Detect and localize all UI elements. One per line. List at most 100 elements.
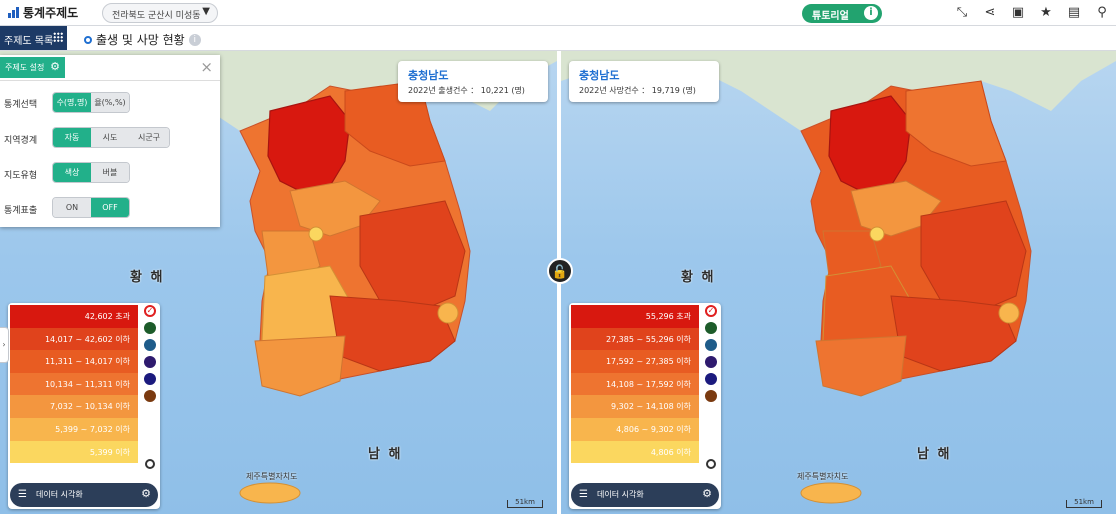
- region-stat: 2022년 출생건수 ： 10,221 (명): [408, 86, 525, 95]
- app-title: 통계주제도: [23, 6, 79, 20]
- settings-title: 주제도 설정: [5, 63, 45, 72]
- caret-down-icon: ▼: [202, 6, 210, 17]
- legend-bin[interactable]: 42,602 초과: [10, 305, 138, 328]
- color-swatch[interactable]: [705, 390, 717, 402]
- app-logo[interactable]: 통계주제도: [8, 4, 78, 21]
- legend-bin[interactable]: 11,311 ~ 14,017 이하: [10, 350, 138, 373]
- grid-icon: [53, 32, 63, 42]
- gear-icon: ⚙: [50, 60, 60, 73]
- map-scale: 51km: [1066, 499, 1102, 508]
- color-swatches: ✓: [705, 305, 717, 407]
- close-icon[interactable]: ×: [200, 58, 213, 76]
- region-stat: 2022년 사망건수 ： 19,719 (명): [579, 86, 696, 95]
- row-label-boundary: 지역경계: [4, 136, 38, 146]
- image-icon[interactable]: ▣: [1011, 5, 1025, 20]
- data-visualization-button[interactable]: ☰ 데이터 시각화 ⚙: [10, 483, 158, 507]
- settings-title-button[interactable]: 주제도 설정 ⚙: [0, 57, 65, 78]
- right-map[interactable]: 황 해 남 해 제주특별자치도 51km 충청남도 2022년 사망건수 ： 1…: [561, 51, 1116, 514]
- legend-bin[interactable]: 17,592 ~ 27,385 이하: [571, 350, 699, 373]
- jeju-label: 제주특별자치도: [797, 472, 849, 481]
- map-scale: 51km: [507, 499, 543, 508]
- option-count[interactable]: 수(명,명): [53, 93, 91, 112]
- ring-icon: [84, 35, 92, 44]
- sea-label-west: 황 해: [130, 270, 165, 285]
- option-sido[interactable]: 시도: [91, 128, 129, 147]
- color-swatch[interactable]: [705, 356, 717, 368]
- settings-panel: 주제도 설정 ⚙ × 통계선택 수(명,명) 율(%,%) 지역경계 자동 시도…: [0, 55, 220, 227]
- pin-plus-icon[interactable]: ⚲: [1097, 5, 1107, 20]
- viz-label: 데이터 시각화: [597, 490, 644, 499]
- korea-choropleth-left: [0, 51, 557, 504]
- sub-bar: 주제도 목록 출생 및 사망 현황 i: [0, 26, 1116, 51]
- star-icon[interactable]: ★: [1040, 5, 1052, 20]
- check-icon[interactable]: ✓: [144, 305, 156, 317]
- option-sigungu[interactable]: 시군구: [129, 128, 169, 147]
- legend-bin[interactable]: 27,385 ~ 55,296 이하: [571, 327, 699, 351]
- left-map[interactable]: 황 해 남 해 제주특별자치도 51km 충청남도 2022년 출생건수 ： 1…: [0, 51, 557, 514]
- option-off[interactable]: OFF: [91, 198, 129, 217]
- viz-label: 데이터 시각화: [36, 490, 83, 499]
- legend-bins: 55,296 초과 27,385 ~ 55,296 이하 17,592 ~ 27…: [571, 305, 699, 464]
- toc-label: 주제도 목록: [4, 36, 54, 47]
- boundary-toggle: 자동 시도 시군구: [52, 127, 170, 148]
- option-color[interactable]: 색상: [53, 163, 91, 182]
- legend-bin[interactable]: 4,806 ~ 9,302 이하: [571, 417, 699, 441]
- option-on[interactable]: ON: [53, 198, 91, 217]
- check-icon[interactable]: ✓: [705, 305, 717, 317]
- tutorial-button[interactable]: 튜토리얼 i: [802, 4, 882, 23]
- legend-bin[interactable]: 9,302 ~ 14,108 이하: [571, 395, 699, 418]
- region-select-value: 전라북도 군산시 미성동: [112, 11, 201, 21]
- gear-icon[interactable]: ⚙: [141, 487, 151, 500]
- color-swatch[interactable]: [144, 390, 156, 402]
- color-swatch[interactable]: [705, 373, 717, 385]
- color-swatch[interactable]: [705, 322, 717, 334]
- tutorial-label: 튜토리얼: [812, 11, 849, 22]
- row-label-display: 통계표출: [4, 206, 38, 216]
- color-swatch[interactable]: [144, 322, 156, 334]
- no-color-icon[interactable]: [145, 459, 155, 469]
- stat-toggle: 수(명,명) 율(%,%): [52, 92, 130, 113]
- region-name: 충청남도: [579, 69, 620, 82]
- display-toggle: ON OFF: [52, 197, 130, 218]
- list-icon: ☰: [18, 489, 27, 500]
- legend-bin[interactable]: 14,108 ~ 17,592 이하: [571, 372, 699, 396]
- side-panel-toggle[interactable]: ›: [0, 327, 9, 363]
- toc-button[interactable]: 주제도 목록: [0, 26, 67, 50]
- color-swatches: ✓: [144, 305, 156, 407]
- compress-icon[interactable]: ⤡: [956, 5, 968, 20]
- color-swatch[interactable]: [144, 373, 156, 385]
- no-color-icon[interactable]: [706, 459, 716, 469]
- sea-label-west: 황 해: [681, 270, 716, 285]
- list-icon: ☰: [579, 489, 588, 500]
- color-swatch[interactable]: [144, 356, 156, 368]
- document-icon[interactable]: ▤: [1067, 5, 1081, 20]
- region-select[interactable]: 전라북도 군산시 미성동 ▼: [102, 3, 218, 23]
- legend-bin[interactable]: 4,806 이하: [571, 440, 699, 464]
- color-swatch[interactable]: [705, 339, 717, 351]
- unlock-icon[interactable]: 🔓: [547, 258, 573, 284]
- topic-title: 출생 및 사망 현황 i: [84, 31, 201, 48]
- maptype-toggle: 색상 버블: [52, 162, 130, 183]
- settings-panel-header: 주제도 설정 ⚙ ×: [0, 55, 220, 81]
- topic-title-text: 출생 및 사망 현황: [96, 33, 185, 47]
- option-auto[interactable]: 자동: [53, 128, 91, 147]
- color-swatch[interactable]: [144, 339, 156, 351]
- legend-bin[interactable]: 5,399 이하: [10, 440, 138, 464]
- region-name: 충청남도: [408, 69, 449, 82]
- legend-bin[interactable]: 7,032 ~ 10,134 이하: [10, 395, 138, 418]
- region-info-box: 충청남도 2022년 출생건수 ： 10,221 (명): [398, 61, 548, 102]
- toolbar-icons: ⤡ ⋖ ▣ ★ ▤ ⚲: [954, 4, 1110, 21]
- legend-bin[interactable]: 14,017 ~ 42,602 이하: [10, 327, 138, 351]
- row-label-stat: 통계선택: [4, 100, 38, 110]
- option-rate[interactable]: 율(%,%): [91, 93, 129, 112]
- legend-bin[interactable]: 55,296 초과: [571, 305, 699, 328]
- info-icon[interactable]: i: [188, 33, 201, 46]
- gear-icon[interactable]: ⚙: [702, 487, 712, 500]
- legend-bin[interactable]: 5,399 ~ 7,032 이하: [10, 417, 138, 441]
- share-icon[interactable]: ⋖: [984, 5, 996, 20]
- row-label-maptype: 지도유형: [4, 171, 38, 181]
- option-bubble[interactable]: 버블: [91, 163, 129, 182]
- sea-label-south: 남 해: [368, 447, 403, 462]
- legend-bin[interactable]: 10,134 ~ 11,311 이하: [10, 372, 138, 396]
- data-visualization-button[interactable]: ☰ 데이터 시각화 ⚙: [571, 483, 719, 507]
